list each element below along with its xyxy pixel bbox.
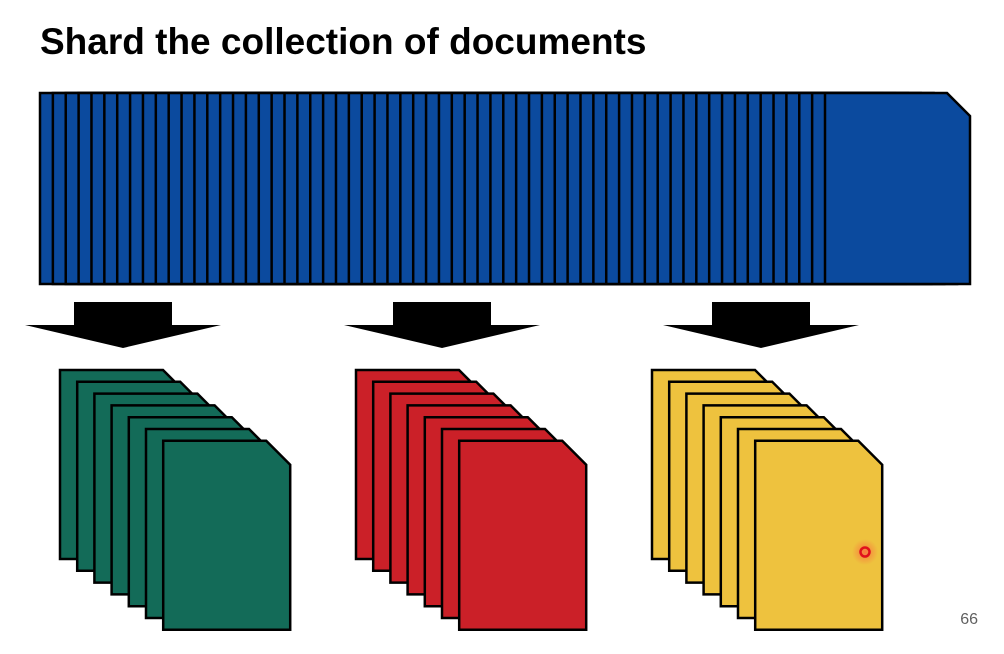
- shard-page: [457, 439, 588, 632]
- shards: [58, 368, 884, 632]
- document-collection: [38, 91, 972, 286]
- shard-green: [58, 368, 292, 632]
- collection-page: [823, 91, 972, 286]
- cursor-indicator: [852, 539, 878, 565]
- shard-yellow: [650, 368, 884, 632]
- shard-arrows: [25, 302, 859, 348]
- shard-red: [354, 368, 588, 632]
- slide-title: Shard the collection of documents: [40, 21, 647, 62]
- cursor-glow: [852, 539, 878, 565]
- down-arrow: [663, 302, 859, 348]
- down-arrow: [25, 302, 221, 348]
- cursor-dot: [859, 546, 871, 558]
- shard-page: [161, 439, 292, 632]
- shard-page: [753, 439, 884, 632]
- slide-number: 66: [960, 611, 978, 628]
- down-arrow: [344, 302, 540, 348]
